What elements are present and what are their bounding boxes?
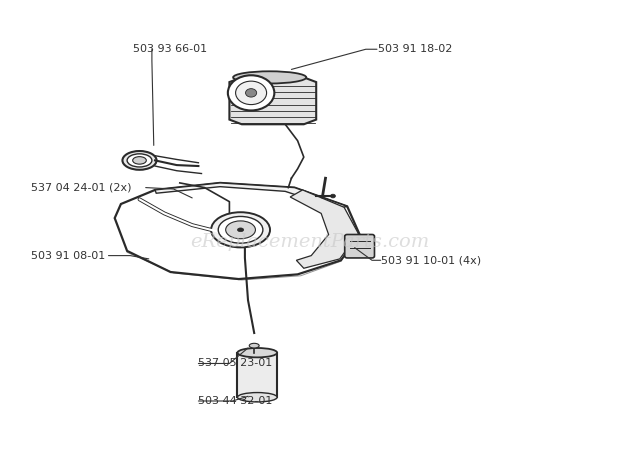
Text: 503 93 66-01: 503 93 66-01 [133,44,208,54]
Polygon shape [290,190,358,268]
Text: 503 91 18-02: 503 91 18-02 [378,44,453,54]
Ellipse shape [123,151,156,170]
Text: 503 91 10-01 (4x): 503 91 10-01 (4x) [381,255,481,265]
Text: 503 91 08-01: 503 91 08-01 [31,250,105,261]
Ellipse shape [237,228,244,232]
Text: 537 05 23-01: 537 05 23-01 [198,358,273,369]
Ellipse shape [228,76,275,110]
Polygon shape [237,353,277,397]
Ellipse shape [133,157,146,164]
Text: 503 44 32-01: 503 44 32-01 [198,396,273,406]
Ellipse shape [127,154,152,167]
Ellipse shape [237,393,277,402]
Ellipse shape [236,81,267,105]
Polygon shape [229,77,316,124]
Ellipse shape [330,194,335,198]
FancyBboxPatch shape [345,234,374,258]
Text: eReplacementParts.com: eReplacementParts.com [190,233,430,250]
Ellipse shape [246,89,257,97]
Polygon shape [155,183,347,209]
Ellipse shape [211,212,270,248]
Ellipse shape [249,343,259,348]
Ellipse shape [237,348,277,357]
Ellipse shape [233,71,306,83]
Text: 537 04 24-01 (2x): 537 04 24-01 (2x) [31,182,131,193]
Ellipse shape [226,221,255,239]
Polygon shape [115,183,360,279]
Ellipse shape [218,217,263,243]
